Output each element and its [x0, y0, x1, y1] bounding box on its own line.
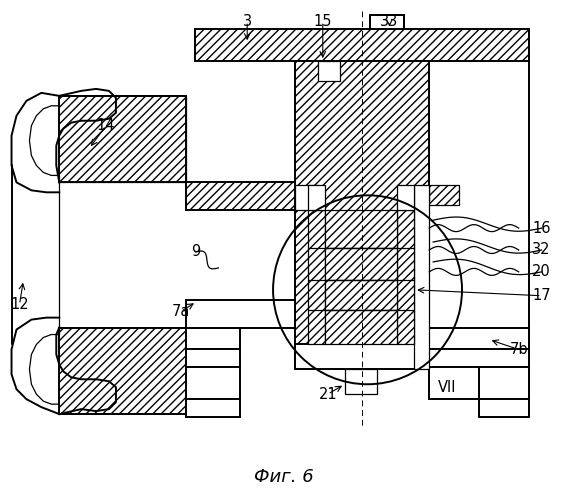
Polygon shape [325, 248, 397, 280]
Polygon shape [59, 96, 185, 182]
Polygon shape [59, 96, 185, 182]
Polygon shape [397, 186, 414, 210]
Polygon shape [479, 368, 529, 399]
Polygon shape [185, 300, 295, 328]
Polygon shape [429, 61, 529, 399]
Text: VII: VII [438, 380, 456, 394]
Text: 21: 21 [319, 386, 337, 402]
Polygon shape [185, 368, 240, 399]
Polygon shape [59, 328, 185, 414]
Polygon shape [345, 370, 377, 394]
Text: 9: 9 [191, 244, 200, 260]
Text: 12: 12 [10, 297, 29, 312]
Text: 20: 20 [532, 264, 551, 280]
Polygon shape [397, 210, 414, 344]
Text: 7b: 7b [509, 342, 528, 357]
Polygon shape [369, 16, 405, 29]
Polygon shape [429, 350, 529, 368]
Polygon shape [185, 328, 240, 349]
Polygon shape [414, 186, 429, 370]
Polygon shape [196, 29, 529, 61]
Text: 15: 15 [314, 14, 332, 29]
Polygon shape [479, 399, 529, 417]
Text: 32: 32 [533, 242, 551, 258]
Text: 16: 16 [533, 220, 551, 236]
Polygon shape [429, 328, 529, 349]
Text: 7a: 7a [171, 304, 190, 319]
Polygon shape [295, 344, 429, 370]
Polygon shape [318, 61, 340, 81]
Polygon shape [308, 210, 325, 344]
Polygon shape [185, 399, 240, 417]
Text: 17: 17 [532, 288, 551, 303]
Polygon shape [185, 182, 295, 210]
Text: 33: 33 [380, 14, 398, 29]
Polygon shape [295, 186, 318, 210]
Text: Фиг. 6: Фиг. 6 [254, 468, 314, 485]
Polygon shape [308, 186, 325, 210]
Polygon shape [295, 61, 429, 370]
Polygon shape [429, 186, 459, 205]
Polygon shape [325, 310, 397, 344]
Text: 3: 3 [242, 14, 251, 29]
Polygon shape [325, 210, 397, 248]
Polygon shape [325, 280, 397, 310]
Polygon shape [185, 350, 240, 368]
Text: 14: 14 [97, 118, 116, 133]
